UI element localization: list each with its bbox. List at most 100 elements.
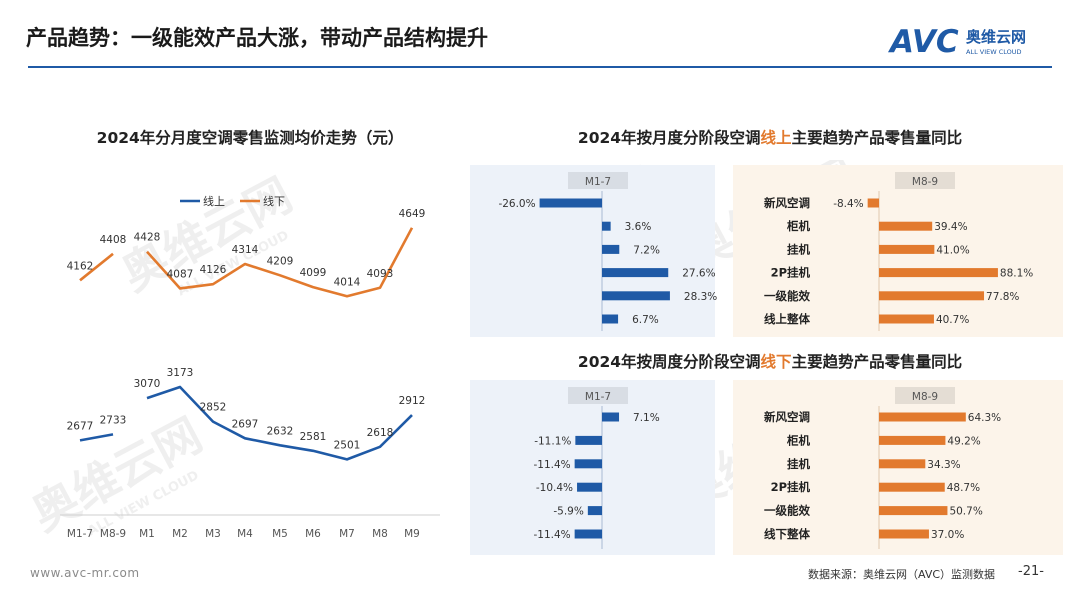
- data-label: 2632: [267, 425, 294, 437]
- offline-title-highlight: 线下: [760, 353, 792, 371]
- bar-value-label-right: 48.7%: [947, 482, 980, 494]
- category-label: 一级能效: [764, 289, 810, 303]
- panel-tag-right: [895, 387, 955, 404]
- bar-right: [879, 482, 945, 492]
- series-line-online: [79, 433, 114, 442]
- bar-right: [879, 268, 998, 278]
- bar-right: [879, 529, 929, 539]
- logo-text: AVC: [888, 24, 959, 58]
- x-tick-label: M3: [205, 528, 221, 540]
- bar-right: [879, 459, 926, 469]
- offline-title-post: 主要趋势产品零售量同比: [791, 353, 963, 371]
- bar-value-label-right: 40.7%: [936, 314, 969, 326]
- data-label: 2912: [399, 395, 426, 407]
- data-label: 4408: [100, 234, 127, 246]
- footer-url[interactable]: www.avc-mr.com: [30, 566, 140, 580]
- bar-value-label-left: 6.7%: [632, 314, 659, 326]
- data-label: 4099: [300, 267, 327, 279]
- series-line-offline: [146, 227, 414, 298]
- panel-tag-right: [895, 172, 955, 189]
- bar-left: [539, 198, 602, 208]
- bar-value-label-left: 7.1%: [633, 412, 660, 424]
- bar-value-label-right: 77.8%: [986, 291, 1019, 303]
- bar-left: [577, 482, 602, 492]
- bar-left: [587, 506, 602, 516]
- x-tick-label: M7: [339, 528, 355, 540]
- logo-cn: 奥维云网: [966, 28, 1026, 46]
- data-label: 4649: [399, 208, 426, 220]
- data-label: 2501: [334, 439, 361, 451]
- line-chart-title: 2024年分月度空调零售监测均价走势（元）: [96, 129, 404, 147]
- data-label: 4162: [67, 260, 94, 272]
- bar-value-label-right: 49.2%: [947, 435, 980, 447]
- bar-value-label-right: 88.1%: [1000, 268, 1033, 280]
- page-number: -21-: [1018, 564, 1044, 579]
- bar-value-label-left: 27.6%: [682, 268, 715, 280]
- bar-value-label-left: -11.4%: [533, 529, 570, 541]
- bar-left: [574, 459, 602, 469]
- page-title: 产品趋势：一级能效产品大涨，带动产品结构提升: [26, 26, 488, 50]
- bar-value-label-left: -26.0%: [498, 198, 535, 210]
- data-label: 2677: [67, 420, 94, 432]
- x-tick-label: M1: [139, 528, 155, 540]
- bar-value-label-left: -10.4%: [536, 482, 573, 494]
- data-label: 2581: [300, 431, 327, 443]
- series-line-offline: [79, 252, 114, 282]
- data-label: 4087: [167, 268, 194, 280]
- x-tick-label: M6: [305, 528, 321, 540]
- bar-right: [867, 198, 879, 208]
- bar-value-label-left: -11.4%: [533, 459, 570, 471]
- bar-value-label-left: 7.2%: [633, 244, 660, 256]
- legend-label: 线上: [203, 194, 225, 208]
- bar-value-label-right: 64.3%: [968, 412, 1001, 424]
- title-divider: [28, 66, 1052, 68]
- online-title-post: 主要趋势产品零售量同比: [791, 129, 963, 147]
- x-tick-label: M9: [404, 528, 420, 540]
- bar-left: [575, 435, 602, 445]
- legend: 线上 线下: [180, 194, 285, 208]
- series-line-online: [146, 385, 413, 461]
- panel-label-left: M1-7: [585, 176, 611, 188]
- bar-left: [602, 314, 619, 324]
- data-label: 3070: [134, 378, 161, 390]
- panel-tag-left: [568, 172, 628, 189]
- bar-right: [879, 291, 985, 301]
- legend-label: 线下: [263, 194, 285, 208]
- category-label: 挂机: [787, 457, 810, 471]
- online-title-highlight: 线上: [760, 129, 792, 147]
- x-tick-label: M2: [172, 528, 188, 540]
- bar-value-label-right: 39.4%: [934, 221, 967, 233]
- category-label: 2P挂机: [771, 480, 811, 494]
- category-label: 线上整体: [764, 312, 810, 326]
- bar-left: [602, 244, 620, 254]
- bar-value-label-left: -11.1%: [534, 435, 571, 447]
- logo-en: ALL VIEW CLOUD: [966, 48, 1022, 56]
- data-label: 2852: [200, 402, 227, 414]
- x-tick-label: M5: [272, 528, 288, 540]
- category-label: 一级能效: [764, 504, 810, 518]
- panel-label-right: M8-9: [912, 391, 938, 403]
- data-label: 3173: [167, 367, 194, 379]
- bar-value-label-left: 28.3%: [684, 291, 717, 303]
- bar-right: [879, 435, 946, 445]
- category-label: 柜机: [786, 433, 810, 447]
- bar-left: [574, 529, 602, 539]
- data-source-note: 数据来源：奥维云网（AVC）监测数据: [808, 568, 996, 581]
- bar-value-label-right: 34.3%: [927, 459, 960, 471]
- category-label: 2P挂机: [771, 266, 811, 280]
- bar-value-label-right: 37.0%: [931, 529, 964, 541]
- panel-label-right: M8-9: [912, 176, 938, 188]
- category-label: 线下整体: [764, 527, 810, 541]
- data-label: 4209: [267, 255, 294, 267]
- category-label: 新风空调: [764, 410, 810, 424]
- bar-value-label-left: -5.9%: [553, 506, 583, 518]
- x-tick-label: M8: [372, 528, 388, 540]
- data-label: 4314: [232, 244, 259, 256]
- data-label: 2618: [367, 427, 394, 439]
- data-label: 4093: [367, 268, 394, 280]
- data-label: 4014: [334, 276, 361, 288]
- offline-title-pre: 2024年按周度分阶段空调: [577, 353, 761, 371]
- bar-left: [602, 221, 611, 231]
